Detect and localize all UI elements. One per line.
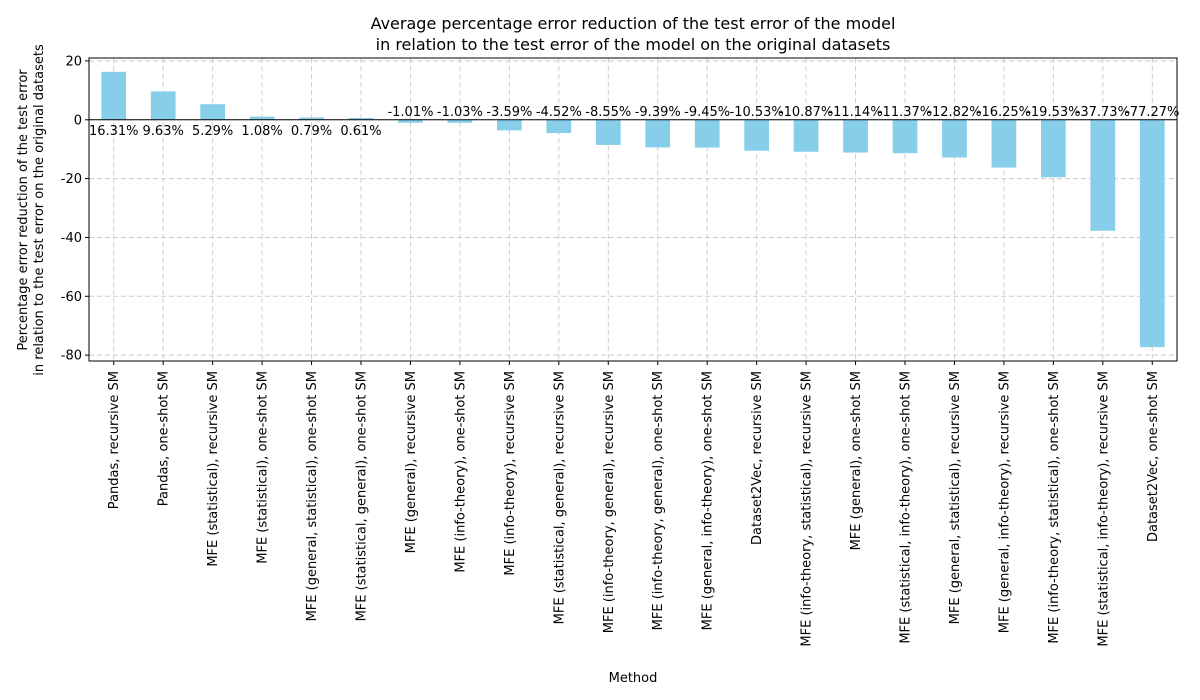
bar bbox=[150, 91, 176, 120]
chart-title-line-2: in relation to the test error of the mod… bbox=[376, 35, 891, 54]
data-label: 16.31% bbox=[89, 124, 139, 139]
bar bbox=[1090, 119, 1116, 231]
x-tick-label: Dataset2Vec, one-shot SM bbox=[1146, 371, 1161, 542]
data-label: -37.73% bbox=[1076, 105, 1130, 120]
bar bbox=[398, 119, 423, 123]
bar bbox=[249, 116, 275, 120]
data-label: 9.63% bbox=[143, 124, 184, 139]
bar bbox=[447, 119, 473, 123]
x-axis-label: Method bbox=[609, 671, 658, 686]
data-label: -4.52% bbox=[536, 105, 582, 120]
x-tick-label: MFE (statistical, general), recursive SM bbox=[552, 371, 567, 624]
x-tick-label: MFE (general, info-theory), recursive SM bbox=[997, 371, 1012, 633]
x-tick-label: MFE (info-theory, general), recursive SM bbox=[602, 371, 617, 633]
bar bbox=[200, 104, 225, 120]
bar bbox=[645, 119, 671, 148]
data-label: 1.08% bbox=[241, 124, 282, 139]
x-tick-label: Dataset2Vec, recursive SM bbox=[750, 371, 765, 545]
data-label: -3.59% bbox=[486, 105, 532, 120]
data-label: -12.82% bbox=[927, 105, 981, 120]
y-tick-label: -80 bbox=[61, 349, 82, 364]
y-tick-label: -40 bbox=[61, 231, 82, 246]
bar bbox=[299, 117, 324, 120]
data-label: -9.45% bbox=[684, 105, 730, 120]
data-label: -10.87% bbox=[779, 105, 833, 120]
x-tick-label: MFE (general, statistical), recursive SM bbox=[948, 371, 963, 624]
data-label: -16.25% bbox=[977, 105, 1031, 120]
x-tick-labels: Pandas, recursive SM Pandas, one-shot SM M… bbox=[107, 371, 1161, 647]
y-tick-label: -60 bbox=[61, 290, 82, 305]
bar bbox=[101, 71, 127, 120]
x-tick-label: MFE (general, statistical), one-shot SM bbox=[305, 371, 320, 621]
data-label: -1.01% bbox=[387, 105, 433, 120]
plot-frame bbox=[88, 57, 1178, 362]
x-tick-label: MFE (general), recursive SM bbox=[404, 371, 419, 553]
y-axis-label-line-2: in relation to the test error on the ori… bbox=[32, 44, 47, 376]
x-tick-label: Pandas, one-shot SM bbox=[157, 371, 172, 506]
x-tick-label: MFE (statistical, info-theory), one-shot… bbox=[899, 371, 914, 644]
y-tick-label: 20 bbox=[65, 54, 82, 69]
x-tick-label: MFE (info-theory, statistical), one-shot… bbox=[1047, 371, 1062, 644]
bar bbox=[348, 117, 374, 120]
bar bbox=[942, 119, 967, 158]
bar bbox=[991, 119, 1017, 168]
data-label: -11.37% bbox=[878, 105, 932, 120]
data-label: -19.53% bbox=[1026, 105, 1080, 120]
data-label: -77.27% bbox=[1125, 105, 1179, 120]
grid-lines bbox=[89, 58, 1177, 361]
bar bbox=[595, 119, 621, 145]
x-tick-label: MFE (statistical), recursive SM bbox=[206, 371, 221, 567]
data-label: 0.61% bbox=[340, 124, 381, 139]
bar bbox=[497, 119, 522, 131]
bar bbox=[694, 119, 720, 148]
x-tick-label: MFE (info-theory), one-shot SM bbox=[453, 371, 468, 573]
x-tick-label: MFE (info-theory, statistical), recursiv… bbox=[800, 371, 815, 647]
data-label: -1.03% bbox=[437, 105, 483, 120]
x-tick-label: MFE (info-theory, general), one-shot SM bbox=[651, 371, 666, 630]
x-tick-label: MFE (statistical, general), one-shot SM bbox=[355, 371, 370, 621]
data-label: 0.79% bbox=[291, 124, 332, 139]
chart-title-line-1: Average percentage error reduction of th… bbox=[371, 14, 896, 33]
data-label: -8.55% bbox=[585, 105, 631, 120]
y-tick-label: 0 bbox=[74, 113, 82, 128]
data-label: -9.39% bbox=[635, 105, 681, 120]
x-tick-label: MFE (general, info-theory), one-shot SM bbox=[701, 371, 716, 630]
x-tick-label: MFE (statistical, info-theory), recursiv… bbox=[1096, 371, 1111, 647]
plot-area: -80 -60 -40 -20 0 20 16.31% 9.63% 5.29% 1.08% 0.79… bbox=[61, 54, 1180, 646]
x-tick-label: MFE (general), one-shot SM bbox=[849, 371, 864, 550]
bar bbox=[744, 119, 769, 151]
data-label: -11.14% bbox=[828, 105, 882, 120]
bar bbox=[546, 119, 572, 134]
chart-title-group: Average percentage error reduction of th… bbox=[371, 14, 896, 54]
y-axis-label: Percentage error reduction of the test e… bbox=[16, 44, 47, 376]
bar bbox=[1139, 119, 1165, 348]
x-tick-label: Pandas, recursive SM bbox=[107, 371, 122, 509]
x-tick-label: MFE (info-theory), recursive SM bbox=[503, 371, 518, 576]
data-labels: 16.31% 9.63% 5.29% 1.08% 0.79% 0.61% -1.01% -1.… bbox=[89, 105, 1179, 139]
bars bbox=[101, 71, 1165, 348]
bar bbox=[892, 119, 918, 154]
data-label: -10.53% bbox=[730, 105, 784, 120]
bar bbox=[843, 119, 868, 153]
bar bbox=[793, 119, 819, 152]
x-tick-label: MFE (statistical), one-shot SM bbox=[256, 371, 271, 564]
bar bbox=[1041, 119, 1066, 178]
y-axis-label-line-1: Percentage error reduction of the test e… bbox=[16, 69, 31, 351]
data-label: 5.29% bbox=[192, 124, 233, 139]
y-tick-label: -20 bbox=[61, 172, 82, 187]
